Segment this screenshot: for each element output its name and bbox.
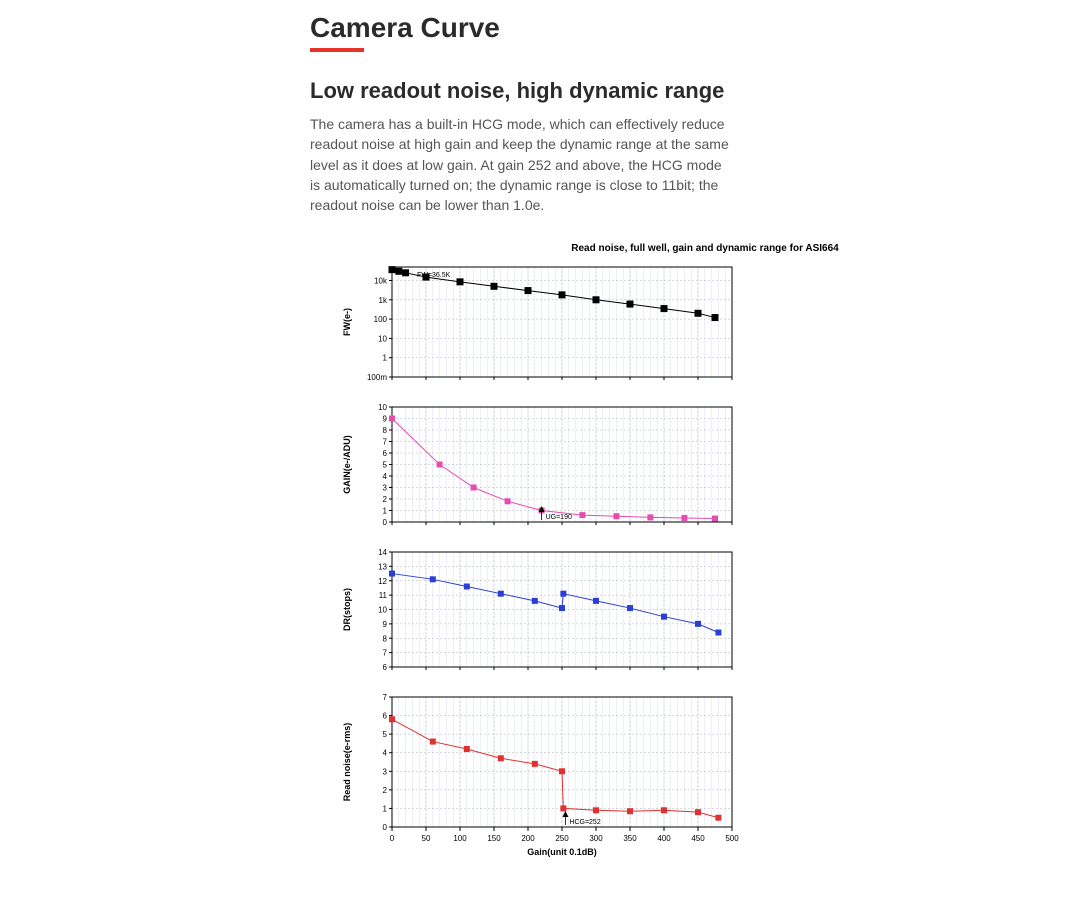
svg-text:500: 500: [725, 834, 739, 843]
svg-text:2: 2: [383, 495, 388, 504]
svg-text:8: 8: [383, 635, 388, 644]
section-title: Camera Curve: [310, 12, 1080, 44]
charts-container: Read noise, full well, gain and dynamic …: [330, 243, 1080, 867]
svg-text:0: 0: [390, 834, 395, 843]
svg-text:10: 10: [378, 335, 387, 344]
svg-text:450: 450: [691, 834, 705, 843]
svg-text:100m: 100m: [367, 373, 387, 382]
svg-text:3: 3: [383, 484, 388, 493]
svg-text:FW=36.5K: FW=36.5K: [417, 272, 451, 279]
svg-text:2: 2: [383, 786, 388, 795]
svg-text:GAIN(e-/ADU): GAIN(e-/ADU): [342, 436, 352, 495]
title-underline: [310, 48, 364, 52]
svg-text:3: 3: [383, 768, 388, 777]
svg-text:1: 1: [383, 507, 388, 516]
svg-text:5: 5: [383, 461, 388, 470]
svg-text:6: 6: [383, 712, 388, 721]
svg-text:Gain(unit 0.1dB): Gain(unit 0.1dB): [527, 847, 597, 857]
svg-text:250: 250: [555, 834, 569, 843]
svg-text:10: 10: [378, 606, 387, 615]
svg-text:50: 50: [422, 834, 431, 843]
svg-text:150: 150: [487, 834, 501, 843]
svg-text:DR(stops): DR(stops): [342, 588, 352, 631]
svg-text:200: 200: [521, 834, 535, 843]
svg-text:9: 9: [383, 415, 388, 424]
svg-text:HCG=252: HCG=252: [569, 819, 600, 826]
svg-text:9: 9: [383, 620, 388, 629]
svg-text:6: 6: [383, 663, 388, 672]
subheading: Low readout noise, high dynamic range: [310, 78, 1080, 104]
svg-text:6: 6: [383, 449, 388, 458]
svg-text:14: 14: [378, 548, 387, 557]
svg-text:10k: 10k: [374, 277, 388, 286]
svg-text:7: 7: [383, 693, 388, 702]
svg-text:0: 0: [383, 518, 388, 527]
svg-text:13: 13: [378, 563, 387, 572]
svg-text:100: 100: [374, 316, 388, 325]
svg-text:10: 10: [378, 403, 387, 412]
svg-text:350: 350: [623, 834, 637, 843]
svg-text:1: 1: [383, 805, 388, 814]
svg-text:1: 1: [383, 354, 388, 363]
svg-text:7: 7: [383, 438, 388, 447]
svg-text:300: 300: [589, 834, 603, 843]
svg-text:5: 5: [383, 731, 388, 740]
svg-text:UG=190: UG=190: [546, 514, 572, 521]
svg-text:FW(e-): FW(e-): [342, 308, 352, 336]
svg-text:12: 12: [378, 577, 387, 586]
svg-text:4: 4: [383, 749, 388, 758]
body-text: The camera has a built-in HCG mode, whic…: [310, 114, 730, 215]
svg-text:11: 11: [379, 592, 388, 601]
charts-svg: 100m1101001k10kFW(e-)FW=36.5K01234567891…: [330, 262, 760, 867]
charts-title: Read noise, full well, gain and dynamic …: [515, 243, 895, 254]
svg-text:4: 4: [383, 472, 388, 481]
svg-text:Read noise(e-rms): Read noise(e-rms): [342, 723, 352, 802]
svg-text:1k: 1k: [379, 296, 388, 305]
svg-text:7: 7: [383, 649, 388, 658]
svg-text:100: 100: [453, 834, 467, 843]
svg-text:8: 8: [383, 426, 388, 435]
svg-text:0: 0: [383, 823, 388, 832]
svg-text:400: 400: [657, 834, 671, 843]
